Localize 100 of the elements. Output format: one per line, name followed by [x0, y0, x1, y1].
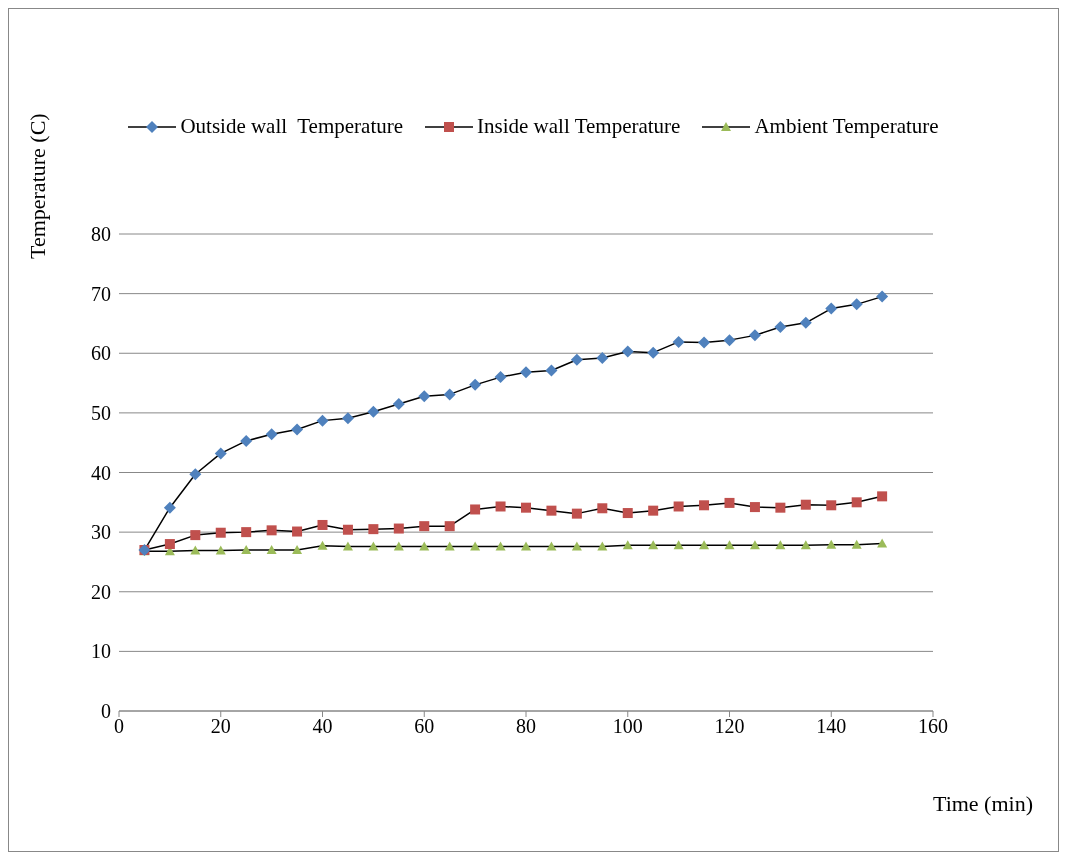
y-tick-label: 60 [91, 342, 111, 365]
point [317, 519, 328, 530]
legend-label: Outside wall Temperature [180, 114, 404, 139]
point [749, 502, 760, 513]
point [621, 345, 634, 358]
point [469, 378, 482, 391]
point [672, 335, 685, 348]
point [699, 540, 710, 550]
point [190, 545, 201, 555]
point [266, 545, 277, 555]
x-axis-title: Time (min) [932, 791, 1033, 816]
x-tick-label: 100 [612, 715, 643, 738]
point [571, 508, 582, 519]
point [392, 397, 405, 410]
point [877, 491, 888, 502]
y-axis-title: Temperature (C) [24, 113, 50, 259]
point [292, 545, 303, 555]
point [419, 541, 430, 551]
point [622, 540, 633, 550]
point [724, 497, 735, 508]
point [341, 412, 354, 425]
y-tick-label: 30 [91, 521, 111, 544]
point [241, 545, 252, 555]
point [826, 500, 837, 511]
point [292, 526, 303, 537]
point [570, 353, 583, 366]
y-tick-label: 20 [91, 580, 111, 603]
point [164, 539, 175, 550]
point [851, 539, 862, 549]
point [698, 336, 711, 349]
point [368, 541, 379, 551]
point [393, 541, 404, 551]
y-tick-label: 10 [91, 640, 111, 663]
point [443, 388, 456, 401]
point [214, 447, 227, 460]
point [673, 540, 684, 550]
point [724, 540, 735, 550]
y-tick-label: 80 [91, 223, 111, 246]
point [393, 523, 404, 534]
point [749, 540, 760, 550]
point [546, 505, 557, 516]
point [494, 371, 507, 384]
point [597, 503, 608, 514]
point [444, 521, 455, 532]
point [723, 334, 736, 347]
point [342, 524, 353, 535]
point [418, 390, 431, 403]
point [241, 527, 252, 538]
point [800, 540, 811, 550]
point [774, 321, 787, 334]
point [850, 298, 863, 311]
point [648, 540, 659, 550]
point [673, 501, 684, 512]
point [748, 329, 761, 342]
point [163, 501, 176, 514]
x-tick-label: 120 [714, 715, 745, 738]
point [622, 508, 633, 519]
point [520, 366, 532, 379]
x-tick-label: 40 [312, 715, 333, 738]
x-tick-label: 140 [816, 715, 847, 738]
point [826, 539, 837, 549]
point [521, 502, 531, 513]
point [240, 434, 253, 447]
x-tick-label: 20 [210, 715, 231, 738]
point [825, 302, 838, 315]
point [876, 290, 889, 303]
point [495, 501, 506, 512]
point [368, 524, 379, 535]
x-tick-label: 60 [414, 715, 435, 738]
y-tick-label: 40 [91, 461, 111, 484]
x-tick-label: 160 [918, 715, 948, 738]
y-tick-label: 70 [91, 282, 111, 305]
point [800, 499, 811, 510]
point [215, 527, 226, 538]
x-tick-label: 80 [516, 715, 536, 738]
point [266, 525, 277, 536]
point [367, 405, 380, 418]
point [265, 428, 278, 441]
point [648, 505, 659, 516]
point [342, 541, 353, 551]
point [851, 497, 862, 508]
point [190, 530, 201, 541]
point [419, 521, 430, 532]
point [545, 364, 558, 377]
y-tick-label: 0 [101, 700, 111, 723]
point [647, 346, 660, 359]
point [699, 500, 710, 511]
legend-label: Ambient Temperature [754, 114, 939, 139]
point [775, 502, 786, 513]
point [317, 540, 328, 550]
point [189, 468, 202, 481]
legend-label: Inside wall Temperature [477, 114, 681, 139]
point [799, 316, 812, 329]
point [571, 541, 582, 551]
point [775, 540, 786, 550]
point [470, 504, 481, 515]
point [316, 414, 329, 427]
point [596, 352, 609, 365]
point [291, 423, 304, 436]
point [215, 545, 226, 555]
